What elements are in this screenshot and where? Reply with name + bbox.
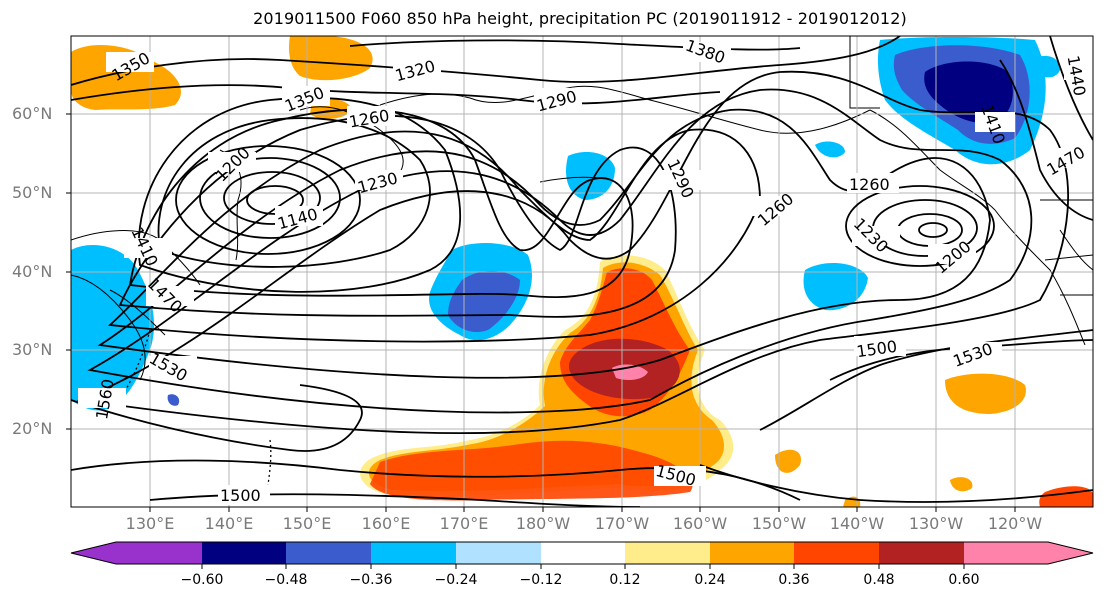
lon-label-140w: 140°W [829, 514, 885, 533]
lon-label-150e: 150°E [282, 514, 332, 533]
lon-label-150w: 150°W [751, 514, 807, 533]
lon-label-120w: 120°W [987, 514, 1043, 533]
colorbar-extend-low [71, 542, 116, 564]
colorbar-bin [456, 542, 541, 564]
lat-label-30n: 30°N [12, 340, 53, 359]
colorbar [70, 541, 1094, 569]
tick-marks [66, 113, 1016, 512]
lat-label-60n: 60°N [12, 104, 53, 123]
colorbar-bin [710, 542, 794, 564]
colorbar-tick-label: 0.48 [863, 572, 895, 588]
colorbar-tick-label: −0.24 [434, 572, 478, 588]
colorbar-bin [116, 542, 202, 564]
colorbar-tick-label: 0.36 [778, 572, 810, 588]
colorbar-tick-label: −0.36 [349, 572, 393, 588]
lat-label-40n: 40°N [12, 262, 53, 281]
lon-label-170w: 170°W [594, 514, 650, 533]
colorbar-tick-label: −0.12 [519, 572, 563, 588]
precip-positive-shading [71, 36, 1093, 507]
lon-label-180w: 180°W [515, 514, 571, 533]
colorbar-bin [879, 542, 964, 564]
colorbar-bin [371, 542, 456, 564]
colorbar-tick-label: 0.24 [694, 572, 726, 588]
colorbar-tick-label: 0.60 [948, 572, 980, 588]
lon-label-160e: 160°E [361, 514, 411, 533]
contour-label-1500c: 1500 [220, 486, 261, 505]
colorbar-extend-high [1048, 542, 1093, 564]
colorbar-tick-label: 0.12 [609, 572, 641, 588]
lat-label-50n: 50°N [12, 183, 53, 202]
lon-label-170e: 170°E [439, 514, 489, 533]
contour-label-1260c: 1260 [849, 175, 890, 194]
dashed-lines [119, 329, 272, 486]
map-area: 1350 1350 1320 1380 1290 1260 1200 1230 … [71, 36, 1093, 507]
boundaries [849, 36, 1093, 296]
colorbar-tick-label: −0.48 [264, 572, 308, 588]
colorbar-bin [286, 542, 371, 564]
colorbar-bin [794, 542, 879, 564]
colorbar-bin [964, 542, 1048, 564]
height-contours [71, 36, 1093, 507]
lat-label-20n: 20°N [12, 419, 53, 438]
colorbar-bin [625, 542, 710, 564]
colorbar-bin [202, 542, 286, 564]
lon-label-140e: 140°E [204, 514, 254, 533]
colorbar-bin [541, 542, 625, 564]
lon-label-130w: 130°W [908, 514, 964, 533]
map-title: 2019011500 F060 850 hPa height, precipit… [253, 9, 907, 28]
lon-label-130e: 130°E [125, 514, 175, 533]
colorbar-tick-label: −0.60 [180, 572, 224, 588]
precip-negative-shading [71, 37, 1060, 411]
lon-label-160w: 160°W [672, 514, 728, 533]
